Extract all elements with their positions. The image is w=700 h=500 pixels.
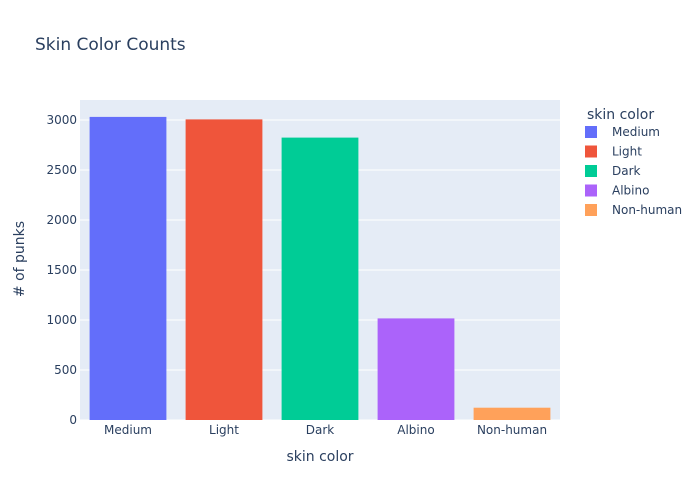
legend: skin color Medium Light Dark Albino Non-huma… [585, 107, 682, 217]
legend-label[interactable]: Albino [612, 184, 649, 198]
bars [89, 116, 551, 421]
bar-light[interactable] [185, 119, 263, 421]
x-tick-label: Albino [397, 423, 434, 437]
x-tick-label: Dark [306, 423, 335, 437]
legend-label[interactable]: Light [612, 145, 642, 159]
y-tick-label: 0 [69, 413, 77, 427]
bar-albino[interactable] [377, 318, 455, 420]
y-tick-label: 1000 [46, 313, 77, 327]
y-tick-label: 1500 [46, 263, 77, 277]
bar-dark[interactable] [281, 137, 359, 420]
y-tick-label: 2500 [46, 163, 77, 177]
bar-medium[interactable] [89, 116, 167, 421]
x-tick-label: Light [209, 423, 239, 437]
legend-title: skin color [587, 107, 654, 123]
chart-title: Skin Color Counts [35, 35, 186, 55]
legend-swatch[interactable] [585, 184, 597, 197]
y-tick-label: 2000 [46, 213, 77, 227]
legend-label[interactable]: Medium [612, 125, 660, 139]
x-axis-ticks: Medium Light Dark Albino Non-human [104, 423, 547, 437]
x-tick-label: Non-human [477, 423, 547, 437]
y-axis-ticks: 0 500 1000 1500 2000 2500 3000 [46, 113, 77, 427]
y-tick-label: 3000 [46, 113, 77, 127]
x-tick-label: Medium [104, 423, 152, 437]
legend-swatch[interactable] [585, 165, 597, 177]
y-tick-label: 500 [54, 363, 77, 377]
legend-label[interactable]: Dark [612, 164, 641, 178]
legend-swatch[interactable] [585, 145, 597, 158]
y-axis-title: # of punks [12, 221, 28, 297]
bar-non-human[interactable] [473, 407, 551, 420]
x-axis-title: skin color [286, 449, 353, 465]
legend-swatch[interactable] [585, 126, 597, 138]
legend-swatch[interactable] [585, 204, 597, 216]
legend-label[interactable]: Non-human [612, 203, 682, 217]
